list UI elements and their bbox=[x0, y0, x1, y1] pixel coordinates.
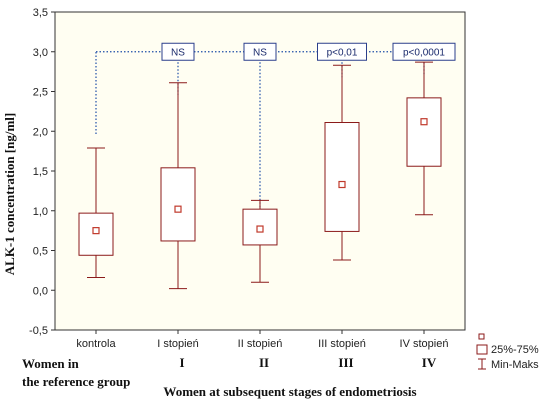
median-marker bbox=[256, 225, 264, 233]
significance-label: NS bbox=[253, 47, 267, 58]
x-axis-label: Women at subsequent stages of endometrio… bbox=[163, 384, 416, 399]
y-axis-label: ALK-1 concentration [ng/ml] bbox=[2, 113, 17, 275]
stage-label-4: IV bbox=[422, 355, 437, 370]
significance-label: p<0,01 bbox=[327, 47, 358, 58]
box-group bbox=[406, 61, 442, 216]
median-marker bbox=[92, 227, 100, 235]
iqr-box bbox=[160, 167, 196, 242]
significance-box bbox=[161, 42, 195, 61]
significance-box bbox=[243, 42, 277, 61]
legend: 25%-75% Min-Maks bbox=[476, 333, 539, 371]
significance-box bbox=[317, 42, 367, 61]
stage-label-3: III bbox=[338, 355, 353, 370]
x-category-label: II stopień bbox=[238, 338, 283, 350]
y-tick-label: 2,5 bbox=[33, 87, 48, 99]
significance-box bbox=[392, 42, 456, 61]
x-category-label: IV stopień bbox=[400, 338, 449, 350]
reference-group-label-line2: the reference group bbox=[22, 374, 130, 389]
x-category-label: I stopień bbox=[157, 338, 199, 350]
box-group bbox=[324, 64, 360, 261]
y-tick-label: 1,5 bbox=[33, 166, 48, 178]
median-marker bbox=[174, 205, 182, 213]
reference-group-label-line1: Women in bbox=[22, 356, 79, 371]
legend-box-label: 25%-75% bbox=[491, 344, 539, 356]
y-tick-label: -0,5 bbox=[29, 325, 48, 337]
y-tick-label: 1,0 bbox=[33, 206, 48, 218]
y-tick-label: 0,5 bbox=[33, 246, 48, 258]
significance-label: NS bbox=[171, 47, 185, 58]
y-tick-label: 2,0 bbox=[33, 126, 48, 138]
y-tick-label: 0,0 bbox=[33, 285, 48, 297]
y-tick-label: 3,0 bbox=[33, 47, 48, 59]
stage-label-2: II bbox=[259, 355, 269, 370]
stage-label-1: I bbox=[179, 355, 184, 370]
legend-whisker-label: Min-Maks bbox=[491, 359, 539, 371]
y-tick-label: 3,5 bbox=[33, 7, 48, 19]
box-group bbox=[242, 199, 278, 283]
median-marker bbox=[420, 118, 428, 126]
iqr-box bbox=[324, 122, 360, 232]
significance-label: p<0,0001 bbox=[403, 47, 445, 58]
iqr-box bbox=[242, 208, 278, 246]
box-group bbox=[160, 82, 196, 290]
x-category-label: kontrola bbox=[76, 338, 116, 350]
legend-median-swatch bbox=[478, 333, 485, 340]
iqr-box bbox=[406, 97, 442, 167]
box-group bbox=[78, 147, 114, 279]
median-marker bbox=[338, 180, 346, 189]
legend-box-swatch bbox=[476, 344, 488, 355]
x-category-label: III stopień bbox=[318, 338, 366, 350]
